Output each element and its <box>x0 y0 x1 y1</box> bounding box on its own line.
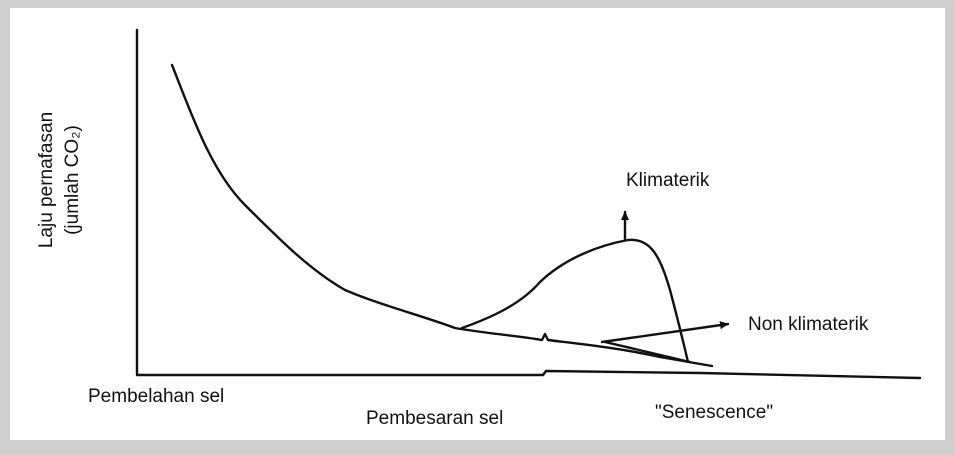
stage-label: Pembesaran sel <box>366 408 503 429</box>
y-axis-label: (jumlah CO₂) <box>62 125 83 235</box>
non-climacteric-branch <box>603 340 692 364</box>
panel <box>10 8 945 440</box>
y-axis-label: Laju pernafasan <box>36 112 57 248</box>
respiration-curve <box>170 63 714 368</box>
curve-label: Klimaterik <box>626 170 710 191</box>
curve-label: Non klimaterik <box>748 314 869 335</box>
stage-label: Pembelahan sel <box>88 386 224 407</box>
x-axis <box>135 369 922 380</box>
stage-label: "Senescence" <box>655 402 773 423</box>
climacteric-curve <box>460 238 690 364</box>
non-climacteric-arrow <box>600 321 730 344</box>
